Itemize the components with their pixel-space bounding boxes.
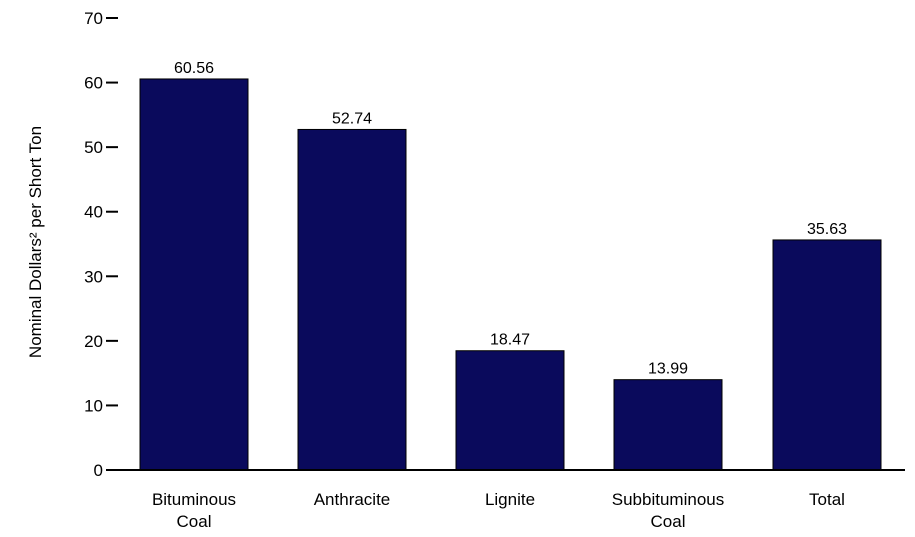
y-tick-label: 50 [84,138,103,157]
bar [455,350,565,471]
bars: 60.56 52.74 18.47 13.99 35.63 [139,60,882,471]
y-tick-label: 40 [84,203,103,222]
y-axis-title: Nominal Dollars² per Short Ton [26,126,45,358]
bar-value-label: 52.74 [332,110,372,127]
x-axis: Bituminous Coal Anthracite Lignite Subbitumi… [118,469,905,531]
y-axis: 0 10 20 30 40 50 60 70 [84,9,118,480]
x-category-label: Subbituminous Coal [612,490,724,531]
bar [297,128,407,471]
y-tick-label: 20 [84,332,103,351]
bar [772,239,882,471]
y-tick-label: 30 [84,267,103,286]
x-category-label: Bituminous Coal [152,490,236,531]
bar-value-label: 18.47 [490,332,530,349]
x-category-label: Lignite [485,490,535,509]
y-tick-label: 10 [84,396,103,415]
x-category-label: Anthracite [314,490,391,509]
bar-value-label: 13.99 [648,361,688,378]
bar [139,78,249,471]
bar-value-label: 35.63 [807,221,847,238]
y-tick-label: 0 [94,461,103,480]
bar-value-label: 60.56 [174,60,214,77]
x-category-label: Total [809,490,845,509]
bar [613,379,723,471]
y-tick-label: 70 [84,9,103,28]
y-tick-label: 60 [84,74,103,93]
